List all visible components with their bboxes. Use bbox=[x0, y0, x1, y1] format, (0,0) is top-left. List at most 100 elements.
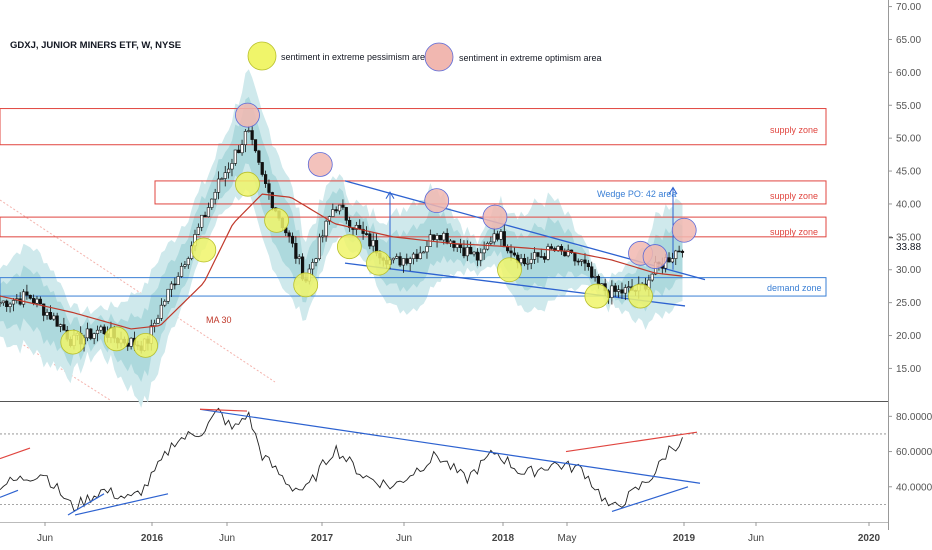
time-tick-label: Jun bbox=[37, 533, 53, 544]
price-tick-label: 70.00 bbox=[896, 2, 921, 13]
candle-body bbox=[405, 258, 409, 264]
candle-body bbox=[89, 328, 93, 339]
candle-body bbox=[623, 287, 627, 294]
candle-body bbox=[311, 262, 315, 270]
candle-body bbox=[674, 250, 678, 259]
candle-body bbox=[465, 246, 469, 257]
indicator-trendline-blue bbox=[611, 486, 689, 513]
candle-body bbox=[260, 162, 264, 175]
candle-body bbox=[401, 258, 406, 266]
candle-body bbox=[408, 258, 412, 264]
pessimism-marker bbox=[628, 283, 653, 309]
candle-body bbox=[485, 243, 490, 250]
candle-body bbox=[495, 233, 500, 240]
candle-body bbox=[482, 248, 486, 254]
candle-body bbox=[159, 304, 163, 319]
candle-body bbox=[321, 235, 325, 238]
candle-body bbox=[21, 291, 26, 305]
candle-body bbox=[5, 300, 9, 307]
candle-body bbox=[371, 240, 375, 247]
candle-body bbox=[519, 258, 523, 264]
indicator-tick-label: 40.0000 bbox=[896, 482, 932, 493]
candle-body bbox=[539, 256, 543, 258]
candle-body bbox=[455, 244, 459, 248]
candle-body bbox=[210, 198, 214, 208]
candle-body bbox=[45, 312, 49, 316]
candle-body bbox=[206, 207, 211, 218]
last-price-tick bbox=[889, 237, 893, 239]
candle-body bbox=[418, 252, 422, 259]
wedge-label: Wedge PO: 42 area bbox=[597, 189, 676, 199]
candle-body bbox=[334, 209, 338, 212]
candle-body bbox=[590, 266, 594, 278]
candle-body bbox=[237, 149, 241, 154]
candle-body bbox=[613, 285, 617, 292]
candle-body bbox=[573, 252, 577, 262]
candle-body bbox=[472, 251, 476, 255]
supply-zone-2 bbox=[154, 180, 827, 205]
candle-body bbox=[32, 298, 36, 304]
time-tick-label: 2016 bbox=[141, 533, 164, 544]
candle-body bbox=[55, 315, 59, 327]
supply-zone-label-3: supply zone bbox=[770, 227, 818, 237]
candle-body bbox=[677, 250, 681, 253]
candle-body bbox=[462, 247, 466, 257]
ma30-label: MA 30 bbox=[206, 315, 232, 325]
time-tick-label: 2020 bbox=[858, 533, 881, 544]
candle-body bbox=[294, 243, 298, 259]
pessimism-marker bbox=[366, 250, 391, 276]
candle-body bbox=[163, 300, 167, 306]
candle-body bbox=[62, 324, 66, 331]
demand-zone-label: demand zone bbox=[767, 283, 822, 293]
price-tick-label: 15.00 bbox=[896, 364, 921, 375]
candle-body bbox=[502, 231, 506, 248]
candle-body bbox=[18, 298, 22, 305]
demand-zone bbox=[0, 277, 827, 297]
chart-title: GDXJ, JUNIOR MINERS ETF, W, NYSE bbox=[10, 40, 181, 51]
indicator-tick-label: 80.0000 bbox=[896, 412, 932, 423]
candle-body bbox=[458, 244, 463, 248]
candle-body bbox=[263, 174, 268, 184]
candle-body bbox=[452, 240, 456, 248]
volatility-band-outer bbox=[0, 69, 683, 408]
candle-body bbox=[58, 324, 63, 327]
candle-body bbox=[129, 337, 133, 347]
candle-body bbox=[499, 231, 503, 240]
candle-body bbox=[42, 303, 46, 316]
candle-body bbox=[270, 192, 274, 209]
candle-body bbox=[183, 264, 187, 267]
candle-body bbox=[216, 178, 221, 193]
candle-body bbox=[549, 246, 553, 249]
indicator-trendline-blue bbox=[199, 408, 701, 484]
candle-body bbox=[489, 241, 493, 244]
pessimism-marker bbox=[104, 326, 129, 352]
candle-body bbox=[536, 252, 540, 257]
time-tick-label: Jun bbox=[396, 533, 412, 544]
candle-body bbox=[227, 168, 231, 173]
price-tick-label: 35.00 bbox=[896, 232, 921, 243]
time-tick-label: May bbox=[558, 533, 577, 544]
candle-body bbox=[247, 130, 251, 132]
time-tick-label: Jun bbox=[748, 533, 764, 544]
candle-body bbox=[620, 289, 624, 294]
candle-body bbox=[38, 298, 42, 305]
candle-body bbox=[680, 250, 685, 253]
candle-body bbox=[317, 236, 321, 260]
candle-body bbox=[0, 302, 2, 305]
candle-body bbox=[529, 259, 533, 264]
candle-body bbox=[354, 224, 358, 230]
candle-body bbox=[1, 300, 5, 304]
candle-body bbox=[324, 220, 328, 237]
price-tick-label: 55.00 bbox=[896, 101, 921, 112]
candle-body bbox=[543, 256, 547, 260]
candle-body bbox=[583, 259, 587, 264]
optimism-marker bbox=[642, 244, 668, 269]
candle-body bbox=[425, 246, 429, 253]
candle-body bbox=[230, 163, 234, 170]
price-tick-label: 45.00 bbox=[896, 167, 921, 178]
candle-body bbox=[398, 256, 402, 266]
candle-body bbox=[391, 257, 395, 261]
candle-body bbox=[435, 235, 439, 240]
candle-body bbox=[506, 246, 510, 252]
optimism-marker bbox=[482, 204, 508, 230]
